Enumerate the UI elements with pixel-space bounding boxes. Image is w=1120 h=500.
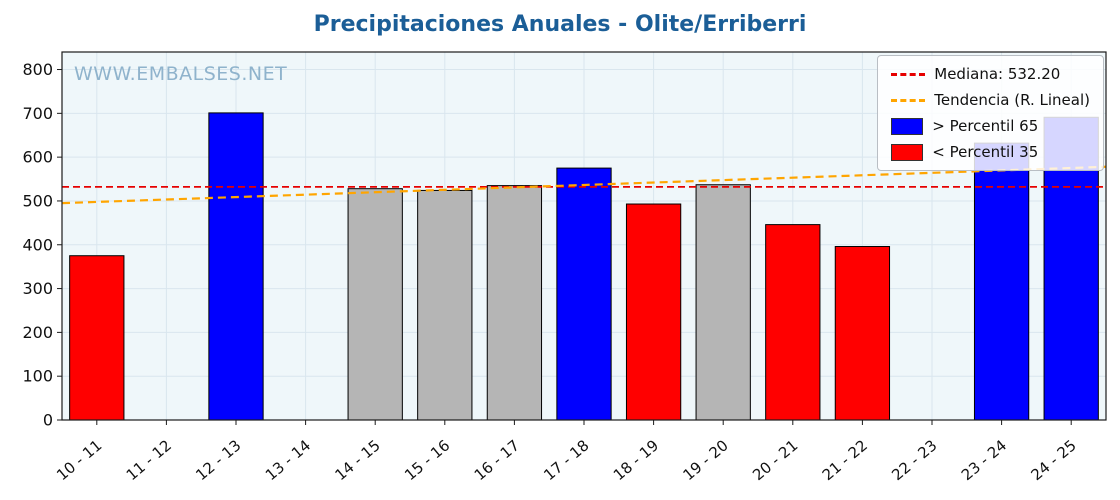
legend-dash-trend-icon xyxy=(891,98,926,102)
bar-20-21 xyxy=(765,224,821,421)
legend-item-p65: > Percentil 65 xyxy=(891,117,1090,135)
ytick-label: 0 xyxy=(43,411,53,430)
ytick-label: 800 xyxy=(22,60,53,79)
bar-19-20 xyxy=(695,184,751,421)
xtick-label: 22 - 23 xyxy=(888,436,940,484)
legend: Mediana: 532.20 Tendencia (R. Lineal) > Pe… xyxy=(877,55,1104,171)
chart-title: Precipitaciones Anuales - Olite/Erriberr… xyxy=(314,12,807,37)
xtick-label: 18 - 19 xyxy=(610,436,662,484)
legend-swatch-p35-icon xyxy=(891,143,924,161)
ytick-label: 100 xyxy=(22,367,53,386)
legend-swatch-p65-icon xyxy=(891,117,924,135)
xtick-label: 23 - 24 xyxy=(958,436,1010,484)
bar-23-24 xyxy=(973,142,1030,421)
bar-15-16 xyxy=(417,189,473,421)
ytick-label: 500 xyxy=(22,191,53,210)
legend-label-p65: > Percentil 65 xyxy=(932,117,1039,135)
xtick-label: 21 - 22 xyxy=(819,436,871,484)
bar-16-17 xyxy=(486,185,543,421)
legend-dash-median-icon xyxy=(891,72,926,76)
bar-14-15 xyxy=(347,188,403,421)
watermark: WWW.EMBALSES.NET xyxy=(74,63,287,85)
bar-10-11 xyxy=(69,255,125,421)
trend-line xyxy=(61,165,1107,205)
ytick-label: 400 xyxy=(22,235,53,254)
ytick-label: 200 xyxy=(22,323,53,342)
xtick-label: 10 - 11 xyxy=(53,436,105,484)
bar-12-13 xyxy=(208,112,264,421)
reference-lines xyxy=(61,165,1107,205)
xtick-label: 16 - 17 xyxy=(471,436,523,484)
legend-item-trend: Tendencia (R. Lineal) xyxy=(891,91,1090,109)
xtick-label: 17 - 18 xyxy=(540,436,592,484)
xtick-label: 19 - 20 xyxy=(680,436,732,484)
xtick-label: 24 - 25 xyxy=(1028,436,1080,484)
bar-21-22 xyxy=(834,246,891,421)
xtick-label: 20 - 21 xyxy=(749,436,801,484)
ytick-label: 300 xyxy=(22,279,53,298)
legend-item-median: Mediana: 532.20 xyxy=(891,65,1090,83)
legend-item-p35: < Percentil 35 xyxy=(891,143,1090,161)
xtick-label: 12 - 13 xyxy=(192,436,244,484)
xtick-label: 13 - 14 xyxy=(262,436,314,484)
ytick-label: 700 xyxy=(22,104,53,123)
xtick-label: 11 - 12 xyxy=(123,436,175,484)
bar-17-18 xyxy=(556,167,612,421)
xtick-label: 15 - 16 xyxy=(401,436,453,484)
legend-label-p35: < Percentil 35 xyxy=(932,143,1039,161)
axis-frame xyxy=(61,51,1107,421)
legend-label-trend: Tendencia (R. Lineal) xyxy=(934,91,1090,109)
xtick-label: 14 - 15 xyxy=(332,436,384,484)
legend-label-median: Mediana: 532.20 xyxy=(934,65,1061,83)
bar-18-19 xyxy=(625,203,682,421)
ytick-label: 600 xyxy=(22,148,53,167)
